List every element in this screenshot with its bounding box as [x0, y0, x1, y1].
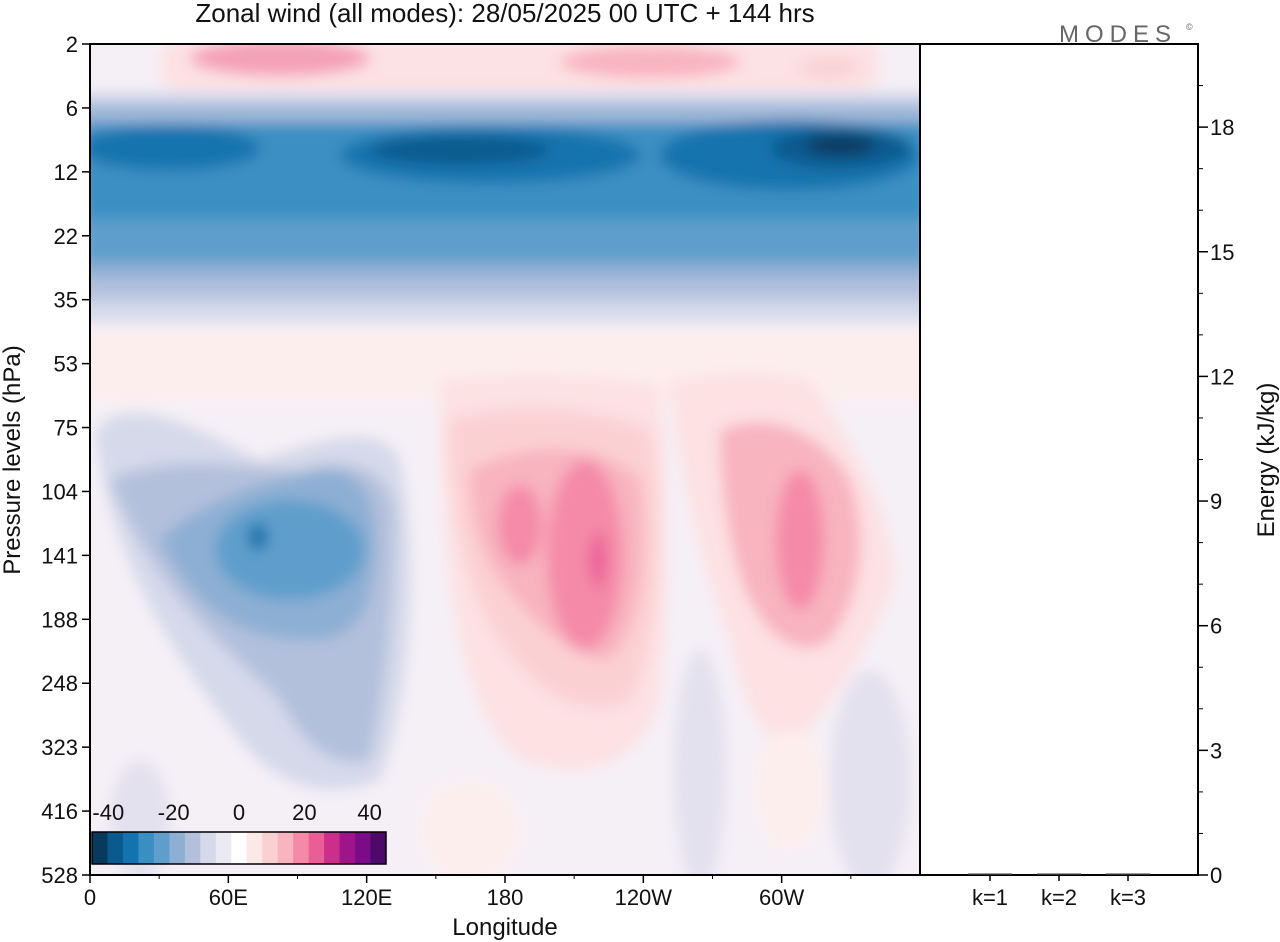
pressure-tick-label: 104: [41, 479, 78, 504]
field-lower-westerly-2: [755, 730, 825, 850]
colorbar-cell: [231, 832, 248, 864]
longitude-tick-group: 0 60E 120E 180 120W 60W: [84, 875, 852, 910]
colorbar-cell: [308, 832, 325, 864]
colorbar-tick-label: 40: [357, 800, 381, 825]
pressure-tick-label: 6: [66, 96, 78, 121]
field-jet-westerly-a-max: [590, 532, 606, 588]
longitude-tick-label: 180: [487, 885, 524, 910]
field-jet-westerly-a-core-1: [547, 460, 623, 650]
colorbar-cell: [138, 832, 155, 864]
energy-tick-label: 12: [1210, 364, 1234, 389]
longitude-tick-label: 60W: [759, 885, 804, 910]
field-jet-easterly-core: [215, 500, 365, 600]
colorbar-cell: [277, 832, 294, 864]
pressure-tick-label: 53: [54, 352, 78, 377]
colorbar-cell: [92, 832, 108, 864]
field-patch-top-2: [560, 46, 740, 78]
field-patch-top-1: [190, 44, 370, 76]
field-band-light-lower: [90, 300, 920, 322]
pressure-tick-label: 35: [54, 288, 78, 313]
longitude-tick-label: 120W: [615, 885, 673, 910]
longitude-tick-label: 0: [84, 885, 96, 910]
colorbar-labels: -40 -20 0 20 40: [92, 800, 381, 825]
field-jet-westerly-b-core: [776, 470, 824, 610]
field-lower-westerly-1: [420, 780, 520, 875]
energy-panel: 0 3 6 9 12 15 18 k=1 k=2 k=3 Energy (kJ/kg): [919, 43, 1280, 910]
field-lower-easterly-1: [674, 650, 726, 875]
colorbar-cell: [262, 832, 279, 864]
colorbar-cell: [107, 832, 124, 864]
colorbar-tick-label: 20: [292, 800, 316, 825]
field-core-easterly-4: [370, 136, 550, 164]
energy-tick-label: 15: [1210, 240, 1234, 265]
energy-bars: [968, 873, 1150, 875]
pressure-tick-label: 416: [41, 799, 78, 824]
colorbar-cell: [200, 832, 217, 864]
colorbar-cell: [184, 832, 201, 864]
energy-bar: [1106, 873, 1150, 875]
longitude-tick-label: 60E: [209, 885, 248, 910]
colorbar: -40 -20 0 20 40: [91, 800, 387, 865]
pressure-tick-label: 12: [54, 160, 78, 185]
field-patch-top-3: [800, 58, 860, 78]
pressure-tick-label: 248: [41, 671, 78, 696]
colorbar-cells: [92, 832, 387, 864]
energy-tick-group: 0 3 6 9 12 15 18: [1198, 85, 1234, 888]
energy-frame: [919, 43, 1199, 876]
y-axis-label: Pressure levels (hPa): [0, 345, 26, 574]
field-core-easterly-1: [90, 126, 260, 170]
colorbar-frame: [91, 831, 387, 865]
colorbar-cell: [153, 832, 170, 864]
colorbar-cell: [122, 832, 139, 864]
energy-tick-label: 3: [1210, 738, 1222, 763]
figure-title: Zonal wind (all modes): 28/05/2025 00 UT…: [195, 0, 814, 28]
pressure-tick-label: 2: [66, 32, 78, 57]
colorbar-cell: [246, 832, 263, 864]
colorbar-tick-label: 0: [233, 800, 245, 825]
longitude-tick-label: 120E: [341, 885, 392, 910]
energy-category-group: k=1 k=2 k=3: [972, 875, 1146, 910]
energy-tick-label: 0: [1210, 863, 1222, 888]
field-jet-easterly-max: [248, 523, 268, 551]
pressure-tick-label: 141: [41, 543, 78, 568]
colorbar-cell: [215, 832, 232, 864]
heatmap-panel: 2 6 12 22 35 53 75 104 141 188 248 323 416 528 0 60E 12…: [0, 32, 921, 941]
colorbar-cell: [370, 832, 387, 864]
colorbar-tick-label: -40: [92, 800, 124, 825]
pressure-tick-label: 22: [54, 224, 78, 249]
pressure-tick-label: 323: [41, 735, 78, 760]
x-axis-label: Longitude: [452, 914, 557, 941]
logo-mark: ©: [1186, 22, 1193, 32]
colorbar-cell: [339, 832, 356, 864]
energy-bar: [968, 873, 1012, 875]
field-lower-easterly-2: [830, 670, 910, 875]
colorbar-cell: [324, 832, 341, 864]
pressure-tick-label: 528: [41, 863, 78, 888]
colorbar-cell: [355, 832, 372, 864]
pressure-tick-group: 2 6 12 22 35 53 75 104 141 188 248 323 416 528: [41, 32, 90, 888]
colorbar-cell: [169, 832, 186, 864]
energy-tick-label: 18: [1210, 115, 1234, 140]
energy-bar: [1037, 873, 1081, 875]
colorbar-tick-label: -20: [158, 800, 190, 825]
energy-category-label: k=3: [1110, 885, 1146, 910]
energy-tick-label: 6: [1210, 614, 1222, 639]
energy-axis-label: Energy (kJ/kg): [1253, 383, 1280, 538]
heatmap-field: [90, 44, 920, 875]
field-jet-westerly-a-core-2: [498, 485, 542, 565]
energy-category-label: k=1: [972, 885, 1008, 910]
energy-tick-label: 9: [1210, 489, 1222, 514]
pressure-tick-label: 188: [41, 607, 78, 632]
energy-category-label: k=2: [1041, 885, 1077, 910]
pressure-tick-label: 75: [54, 416, 78, 441]
colorbar-cell: [293, 832, 310, 864]
field-core-easterly-6: [805, 135, 875, 155]
